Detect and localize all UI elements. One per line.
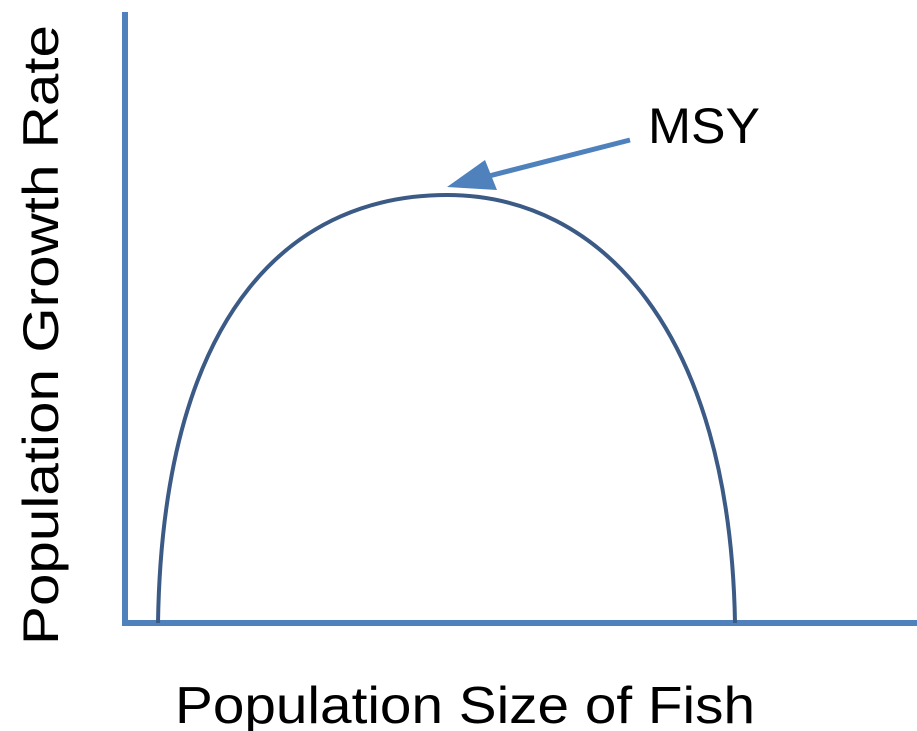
msy-label: MSY — [648, 98, 760, 154]
msy-arrow-line — [484, 137, 631, 180]
growth-curve — [156, 192, 737, 624]
x-axis-label: Population Size of Fish — [175, 677, 755, 731]
msy-arrow-head — [447, 160, 497, 190]
y-axis-label: Population Growth Rate — [13, 25, 69, 645]
